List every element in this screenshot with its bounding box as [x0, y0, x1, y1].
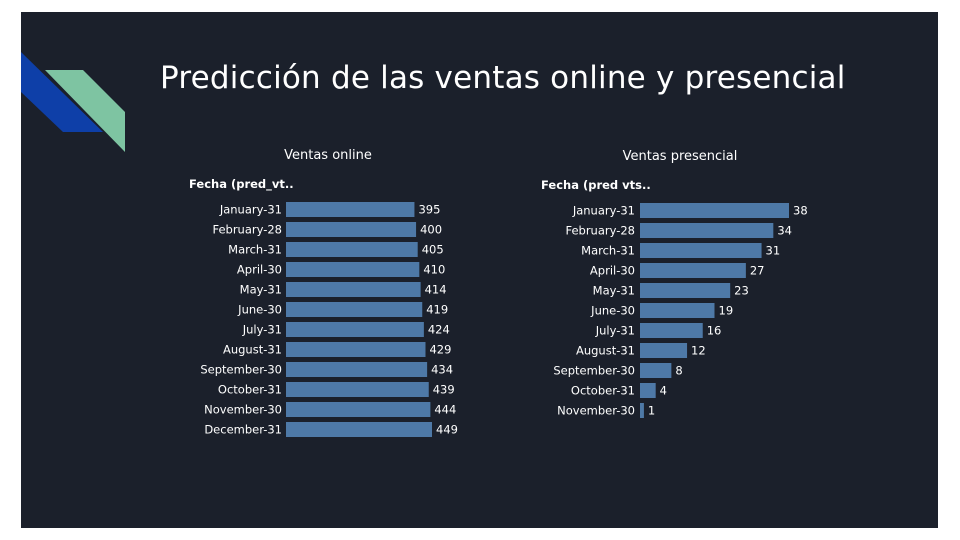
category-label: August-31 — [223, 343, 282, 357]
value-label: 19 — [719, 304, 734, 318]
bar — [286, 202, 415, 217]
bar — [286, 362, 428, 377]
category-label: February-28 — [565, 224, 635, 238]
category-label: January-31 — [572, 204, 635, 218]
value-label: 38 — [793, 204, 808, 218]
value-label: 414 — [425, 283, 447, 297]
value-label: 424 — [428, 323, 450, 337]
row-header: Fecha (pred_vt.. — [189, 177, 294, 192]
chart-2: Ventas presencial Fecha (pred vts.. Januar… — [541, 149, 808, 418]
category-label: November-30 — [557, 404, 635, 418]
value-label: 12 — [691, 344, 706, 358]
category-label: May-31 — [593, 284, 635, 298]
bar — [286, 402, 431, 417]
bar — [286, 382, 429, 397]
bar — [640, 303, 715, 318]
value-label: 16 — [707, 324, 722, 338]
category-label: August-31 — [576, 344, 635, 358]
bar — [286, 262, 420, 277]
bar — [640, 283, 731, 298]
bar — [640, 343, 688, 358]
value-label: 444 — [434, 403, 456, 417]
chart-title: Ventas presencial — [623, 149, 738, 164]
bar — [640, 243, 762, 258]
category-label: October-31 — [218, 383, 282, 397]
decorative-stripes — [21, 52, 125, 152]
bar — [640, 323, 703, 338]
charts-area: Ventas online Fecha (pred_vt.. January-31 3… — [189, 148, 808, 437]
value-label: 419 — [426, 303, 448, 317]
category-label: September-30 — [200, 363, 282, 377]
value-label: 4 — [660, 384, 667, 398]
bar — [640, 383, 656, 398]
bar — [640, 263, 746, 278]
chart-title: Ventas online — [284, 148, 372, 163]
category-label: July-31 — [595, 324, 635, 338]
bar — [286, 322, 424, 337]
category-label: March-31 — [581, 244, 635, 258]
value-label: 410 — [423, 263, 445, 277]
category-label: July-31 — [242, 323, 282, 337]
value-label: 8 — [675, 364, 682, 378]
bar — [640, 403, 644, 418]
category-label: April-30 — [590, 264, 635, 278]
category-label: December-31 — [204, 423, 282, 437]
category-label: April-30 — [237, 263, 282, 277]
value-label: 1 — [648, 404, 655, 418]
row-header: Fecha (pred vts.. — [541, 178, 651, 192]
value-label: 34 — [777, 224, 792, 238]
value-label: 439 — [433, 383, 455, 397]
bar — [286, 422, 432, 437]
bar — [286, 242, 418, 257]
category-label: February-28 — [212, 223, 282, 237]
value-label: 429 — [429, 343, 451, 357]
value-label: 400 — [420, 223, 442, 237]
slide: Predicción de las ventas online y presen… — [21, 12, 938, 528]
green-stripe — [45, 70, 125, 152]
value-label: 23 — [734, 284, 749, 298]
bar — [640, 203, 789, 218]
bar — [286, 302, 423, 317]
value-label: 405 — [422, 243, 444, 257]
value-label: 395 — [418, 203, 440, 217]
category-label: September-30 — [553, 364, 635, 378]
value-label: 449 — [436, 423, 458, 437]
category-label: May-31 — [240, 283, 282, 297]
value-label: 31 — [766, 244, 781, 258]
bar — [286, 282, 421, 297]
bar — [640, 363, 672, 378]
value-label: 27 — [750, 264, 765, 278]
blue-stripe — [21, 52, 103, 132]
bar — [286, 342, 426, 357]
category-label: October-31 — [571, 384, 635, 398]
bar — [640, 223, 774, 238]
category-label: June-30 — [590, 304, 635, 318]
chart-1: Ventas online Fecha (pred_vt.. January-31 3… — [189, 148, 458, 437]
category-label: January-31 — [219, 203, 282, 217]
bar — [286, 222, 417, 237]
category-label: November-30 — [204, 403, 282, 417]
category-label: June-30 — [237, 303, 282, 317]
category-label: March-31 — [228, 243, 282, 257]
slide-title: Predicción de las ventas online y presen… — [160, 60, 846, 96]
value-label: 434 — [431, 363, 453, 377]
